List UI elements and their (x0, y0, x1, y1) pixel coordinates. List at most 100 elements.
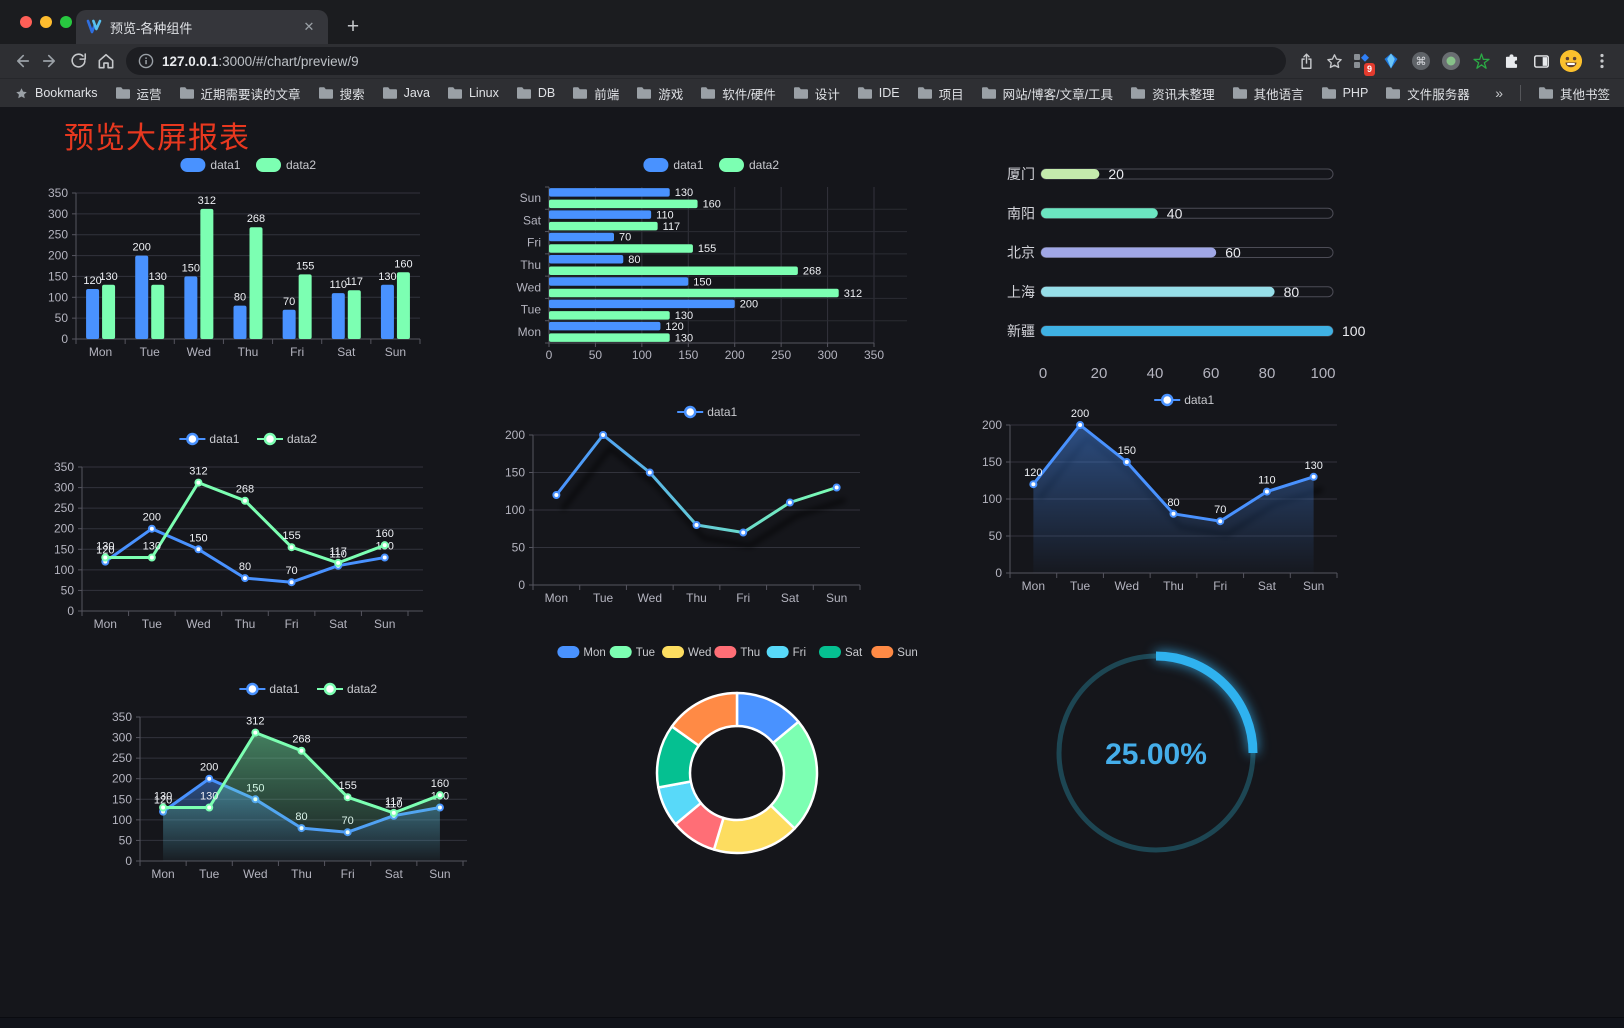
point-data1-Fri[interactable] (1216, 517, 1225, 526)
minimize-window-button[interactable] (40, 16, 52, 28)
hbar-data2-Tue[interactable] (549, 311, 670, 320)
legend-item-Thu[interactable]: Thu (714, 646, 760, 659)
bookmark-star-button[interactable] (1320, 47, 1348, 75)
hbar-data2-Wed[interactable] (549, 288, 839, 298)
extension-record-icon[interactable] (1438, 48, 1464, 74)
progress-bar-厦门[interactable] (1041, 169, 1100, 179)
forward-button[interactable] (36, 47, 64, 75)
point-data2-Fri[interactable] (343, 793, 352, 802)
legend-item-data1[interactable]: data1 (239, 682, 300, 696)
legend-item-data2[interactable]: data2 (257, 432, 317, 446)
bar-data2-Sun[interactable] (396, 272, 410, 339)
point-data1-Sat[interactable] (1262, 487, 1271, 496)
bar-data2-Sat[interactable] (347, 290, 361, 339)
sidebar-toggle-icon[interactable] (1528, 48, 1554, 74)
point-data1-Wed[interactable] (1122, 458, 1131, 466)
legend-item-Fri[interactable]: Fri (766, 646, 806, 659)
bookmark-folder[interactable]: IDE (857, 86, 900, 100)
bookmark-folder[interactable]: Java (382, 86, 430, 100)
legend-item-data1[interactable]: data1 (643, 158, 704, 172)
horizontal-bar-chart[interactable]: data1 data2 0 50 100 150 200 250 300 350 Sun 130 160… (503, 151, 923, 366)
point-data2-Wed[interactable] (194, 478, 203, 487)
profile-avatar[interactable] (1558, 48, 1584, 74)
point-data2-Sat[interactable] (389, 808, 398, 817)
point-data2-Tue[interactable] (147, 553, 156, 562)
bookmark-folder[interactable]: PHP (1321, 86, 1368, 100)
hbar-data2-Fri[interactable] (549, 244, 693, 253)
bookmark-folder[interactable]: 网站/博客/文章/工具 (981, 84, 1113, 103)
bookmark-folder[interactable]: 文件服务器 (1385, 84, 1470, 103)
legend-item-data1[interactable]: data1 (179, 432, 240, 446)
share-button[interactable] (1292, 47, 1320, 75)
extension-command-icon[interactable]: ⌘ (1408, 48, 1434, 74)
bar-data1-Wed[interactable] (184, 276, 198, 339)
legend-item-Wed[interactable]: Wed (662, 646, 711, 659)
extension-green-star-icon[interactable] (1468, 48, 1494, 74)
tab-close-icon[interactable]: ✕ (303, 19, 315, 34)
bar-data1-Sat[interactable] (331, 293, 345, 339)
hbar-data1-Tue[interactable] (549, 299, 735, 309)
bookmark-folder[interactable]: 前端 (572, 84, 619, 103)
other-bookmarks-folder[interactable]: 其他书签 (1538, 84, 1610, 103)
point-data1-Tue[interactable] (1076, 421, 1085, 429)
bookmarks-overflow-chevron[interactable]: » (1495, 85, 1503, 101)
hbar-data2-Sat[interactable] (549, 221, 658, 231)
area-line-chart[interactable]: data1 0 50 100 150 200 Mon Tue Wed Thu Fri Sat Sun 12… (980, 389, 1392, 601)
bookmarks-manager[interactable]: Bookmarks (14, 86, 98, 101)
progress-bar-南阳[interactable] (1041, 208, 1158, 219)
bookmark-folder[interactable]: 项目 (917, 84, 964, 103)
back-button[interactable] (8, 47, 36, 75)
point-data2-Fri[interactable] (287, 543, 296, 552)
point-data1-Thu[interactable] (241, 574, 249, 583)
weekday-donut-chart[interactable]: Mon Tue Wed Thu Fri Sat Sun (537, 631, 937, 886)
point-data1-Fri[interactable] (739, 528, 748, 537)
point-data1-Sun[interactable] (1309, 472, 1318, 481)
point-data2-Tue[interactable] (205, 803, 214, 812)
legend-item-Mon[interactable]: Mon (557, 646, 606, 659)
home-button[interactable] (92, 47, 120, 75)
legend-item-Sun[interactable]: Sun (871, 646, 918, 659)
point-data1-Mon[interactable] (552, 491, 561, 499)
bookmark-folder[interactable]: 资讯未整理 (1130, 84, 1215, 103)
point-data2-Wed[interactable] (251, 728, 260, 737)
legend-item-data2[interactable]: data2 (719, 158, 779, 172)
point-data1-Wed[interactable] (645, 468, 654, 477)
point-data2-Thu[interactable] (297, 746, 306, 755)
bar-data1-Thu[interactable] (233, 305, 247, 339)
bar-data2-Tue[interactable] (151, 284, 165, 339)
point-data1-Tue[interactable] (147, 524, 156, 533)
bookmark-folder[interactable]: DB (516, 86, 555, 100)
bar-data2-Mon[interactable] (102, 284, 116, 339)
point-data1-Wed[interactable] (194, 545, 203, 554)
extension-gem-icon[interactable] (1378, 48, 1404, 74)
bookmark-folder[interactable]: 其他语言 (1232, 84, 1304, 103)
hbar-data2-Thu[interactable] (549, 266, 798, 276)
extensions-puzzle-icon[interactable] (1498, 48, 1524, 74)
hbar-data2-Sun[interactable] (549, 199, 698, 209)
legend-item-data1[interactable]: data1 (677, 405, 738, 419)
bookmark-folder[interactable]: 运营 (115, 84, 162, 103)
gradient-line-chart[interactable]: data1 0 50 100 150 200 Mon Tue Wed Thu Fri Sat Sun (503, 399, 915, 614)
hbar-data1-Fri[interactable] (549, 232, 614, 242)
point-data1-Sat[interactable] (785, 498, 794, 507)
legend-item-data2[interactable]: data2 (256, 158, 316, 172)
bar-data1-Sun[interactable] (380, 284, 394, 339)
bar-data2-Thu[interactable] (249, 227, 263, 339)
point-data2-Mon[interactable] (159, 803, 168, 812)
grouped-bar-chart[interactable]: data1 data2 0 50 100 150 200 250 300 350 Mon Tue Wed… (40, 151, 460, 366)
point-data1-Fri[interactable] (287, 578, 296, 587)
bar-data2-Fri[interactable] (298, 274, 312, 339)
bookmark-folder[interactable]: 游戏 (636, 84, 683, 103)
point-data1-Mon[interactable] (1029, 480, 1038, 489)
hbar-data1-Thu[interactable] (549, 255, 624, 264)
point-data1-Tue[interactable] (205, 774, 214, 783)
progress-bar-上海[interactable] (1041, 286, 1275, 297)
browser-tab[interactable]: 预览-各种组件 ✕ (76, 10, 328, 44)
reload-button[interactable] (64, 47, 92, 75)
extension-grid-icon[interactable]: 9 (1348, 48, 1375, 76)
percent-gauge-chart[interactable]: 25.00% (1026, 623, 1286, 883)
site-info-icon[interactable] (138, 53, 154, 69)
point-data1-Thu[interactable] (692, 521, 701, 529)
close-window-button[interactable] (20, 16, 32, 28)
progress-bar-北京[interactable] (1041, 247, 1217, 258)
